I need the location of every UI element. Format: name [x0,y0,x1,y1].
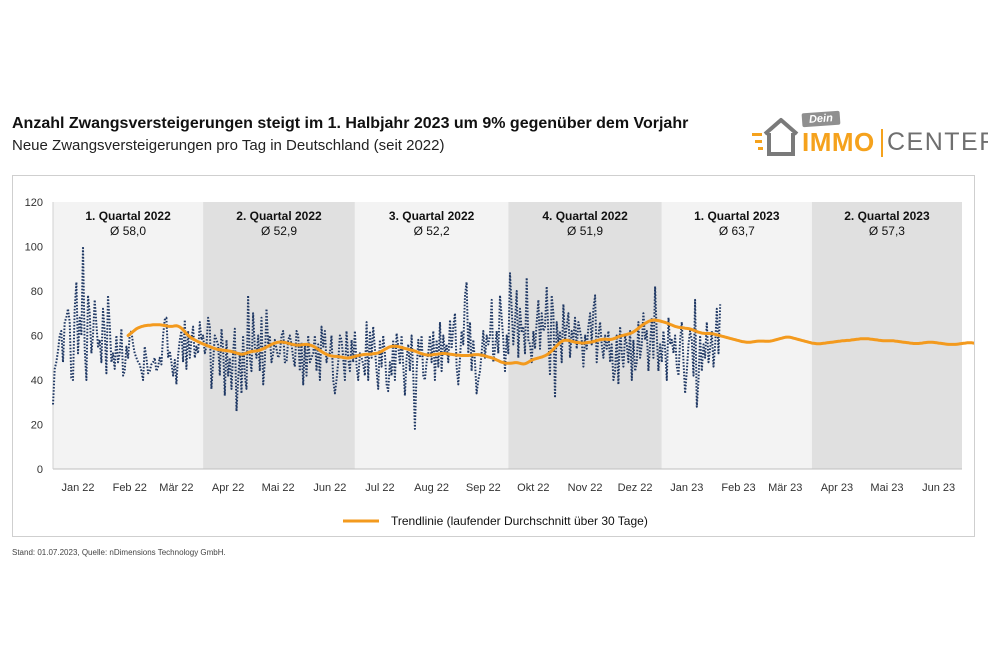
quarter-average: Ø 52,9 [261,224,297,238]
quarter-label: 4. Quartal 2022 [542,209,628,223]
x-tick-label: Dez 22 [618,482,653,494]
x-tick-label: Jul 22 [365,482,394,494]
x-tick-label: Feb 23 [721,482,755,494]
quarter-band [811,202,962,469]
quarter-average: Ø 52,2 [414,224,450,238]
x-tick-label: Apr 23 [821,482,853,494]
y-tick-label: 0 [37,464,43,476]
x-tick-label: Nov 22 [568,482,603,494]
x-tick-label: Jun 23 [922,482,955,494]
brand-center: CENTER [887,128,988,156]
brand-logo: Dein IMMO CENTER [750,110,988,162]
quarter-label: 1. Quartal 2023 [694,209,780,223]
x-tick-label: Feb 22 [113,482,147,494]
daily-series-line [52,245,722,430]
quarter-average: Ø 51,9 [567,224,603,238]
x-tick-label: Mär 23 [768,482,802,494]
y-tick-label: 40 [31,375,43,387]
quarter-label: 1. Quartal 2022 [85,209,171,223]
brand-separator [881,129,883,157]
brand-dein: Dein [801,110,841,128]
brand-immo: IMMO [802,127,875,157]
y-tick-label: 60 [31,331,43,343]
y-tick-label: 100 [25,242,43,254]
chart-title: Anzahl Zwangsversteigerungen steigt im 1… [12,115,689,132]
x-tick-label: Mai 23 [870,482,903,494]
x-tick-label: Aug 22 [414,482,449,494]
trend-line [126,318,974,366]
quarter-band [354,202,509,469]
x-tick-label: Jun 22 [313,482,346,494]
y-tick-label: 120 [25,197,43,209]
x-tick-label: Mär 22 [159,482,193,494]
x-tick-label: Jan 23 [670,482,703,494]
y-tick-label: 80 [31,286,43,298]
x-tick-label: Mai 22 [262,482,295,494]
legend-trend-label: Trendlinie (laufender Durchschnitt über … [391,514,648,528]
quarter-label: 3. Quartal 2022 [389,209,475,223]
quarter-average: Ø 57,3 [869,224,905,238]
chart-subtitle: Neue Zwangsversteigerungen pro Tag in De… [12,137,445,154]
quarter-label: 2. Quartal 2023 [844,209,930,223]
quarter-band [661,202,812,469]
x-tick-label: Jan 22 [62,482,95,494]
house-icon [752,118,799,156]
quarter-label: 2. Quartal 2022 [236,209,322,223]
y-tick-label: 20 [31,420,43,432]
chart-area: 1. Quartal 2022 Ø 58,0 2. Quartal 2022 Ø 52… [12,175,975,537]
x-tick-label: Apr 22 [212,482,244,494]
x-tick-label: Okt 22 [517,482,549,494]
x-tick-label: Sep 22 [466,482,501,494]
quarter-band [203,202,355,469]
quarter-average: Ø 58,0 [110,224,146,238]
footnote: Stand: 01.07.2023, Quelle: nDimensions T… [12,548,226,557]
quarter-average: Ø 63,7 [719,224,755,238]
